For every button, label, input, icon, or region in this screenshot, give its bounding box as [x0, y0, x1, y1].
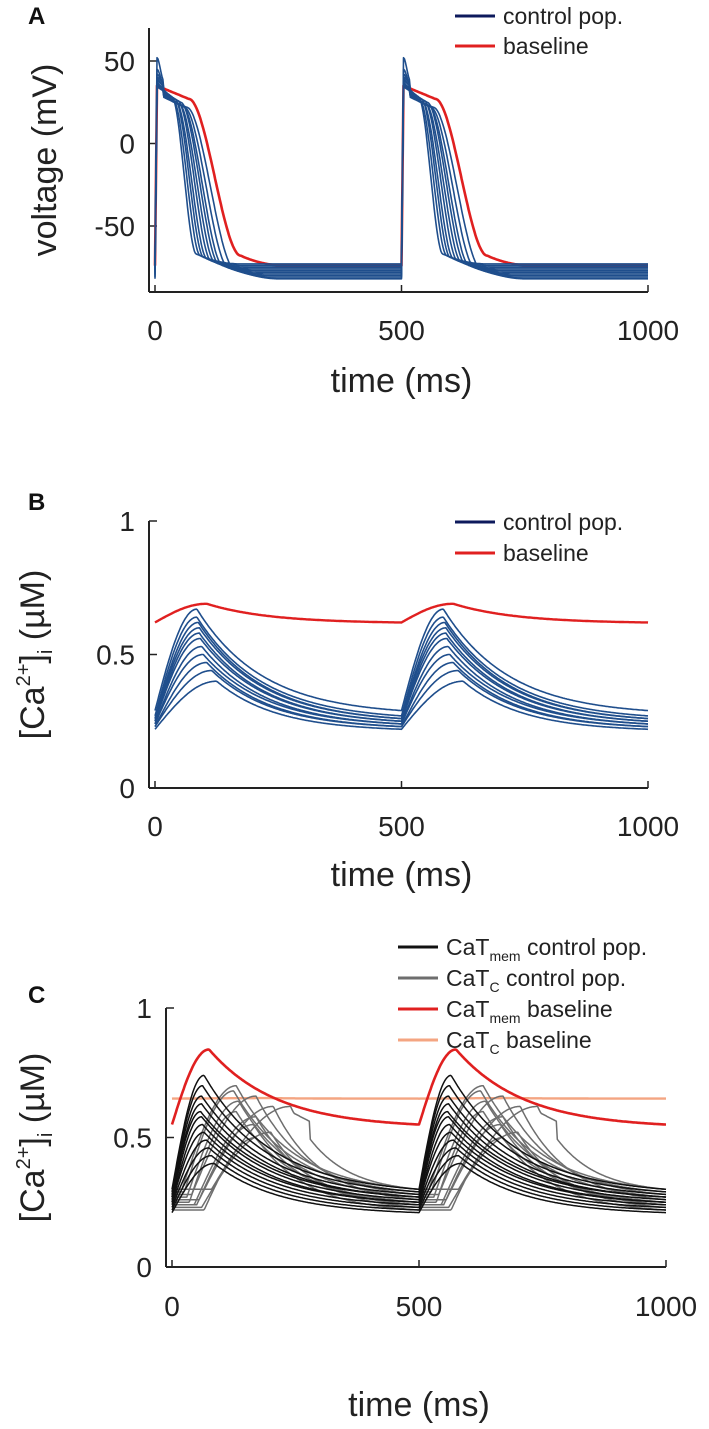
x-tick-label: 1000 [635, 1291, 697, 1322]
panel-label: B [28, 489, 45, 516]
y-axis-title: voltage (mV) [26, 64, 64, 257]
x-tick-label: 500 [378, 811, 425, 842]
y-tick-label: 0 [119, 773, 135, 804]
x-tick-label: 500 [378, 315, 425, 346]
legend-label: CaTmem control pop. [446, 934, 647, 964]
series-group [153, 56, 649, 280]
x-axis-title: time (ms) [331, 856, 473, 894]
y-tick-label: 50 [104, 46, 135, 77]
series-line-ca-control [154, 637, 648, 723]
legend-label: control pop. [503, 3, 623, 29]
panel-b: B 1 0.5 00 500 1000 time (ms) [Ca2+]i (µM) contr… [13, 489, 679, 894]
legend-label: baseline [503, 540, 589, 566]
series-line-mem-control [171, 1147, 666, 1209]
series-line-ca-control [154, 680, 649, 731]
series-group [170, 1048, 667, 1214]
y-tick-label: 1 [136, 993, 152, 1024]
series-line-ca-control [154, 627, 649, 720]
legend-label: CaTmem baseline [446, 996, 613, 1026]
x-axis-title: time (ms) [348, 1386, 490, 1424]
series-line-ca-control [154, 621, 649, 720]
series-line-ca-control [154, 608, 649, 712]
y-tick-label: 0.5 [96, 640, 135, 671]
series-line-ap-control [154, 86, 648, 280]
y-tick-label: 0 [136, 1252, 152, 1283]
panel-c: C 1 0.5 00 500 1000 time (ms) [Ca2+]i (µM) CaTme… [13, 934, 697, 1424]
series-line-mem-control [171, 1139, 666, 1206]
x-tick-label: 1000 [617, 315, 679, 346]
legend-label: baseline [503, 33, 589, 59]
panel-label: A [28, 3, 45, 30]
x-tick-label: 0 [147, 315, 163, 346]
series-line-c-baseline [171, 1096, 667, 1100]
y-axis-title: [Ca2+]i (µM) [13, 1053, 57, 1223]
x-axis-title: time (ms) [331, 362, 473, 400]
legend-label: CaTC control pop. [446, 965, 626, 995]
x-tick-label: 1000 [617, 811, 679, 842]
series-line-ca-control [154, 653, 648, 725]
y-axis-title: [Ca2+]i (µM) [13, 570, 57, 740]
series-line-mem-control [171, 1154, 666, 1211]
y-tick-label: 0 [119, 129, 135, 160]
x-tick-label: 0 [164, 1291, 180, 1322]
series-group [154, 602, 649, 731]
x-tick-label: 500 [396, 1291, 443, 1322]
series-line-ca-control [154, 669, 649, 728]
y-tick-label: -50 [95, 211, 135, 242]
y-tick-label: 0.5 [113, 1123, 152, 1154]
series-line-ca-baseline [154, 602, 649, 624]
series-line-mem-baseline [170, 1048, 667, 1126]
x-tick-label: 0 [147, 811, 163, 842]
y-tick-label: 1 [119, 506, 135, 537]
panel-label: C [28, 982, 45, 1009]
series-line-mem-control [171, 1074, 667, 1191]
series-line-mem-control [171, 1162, 666, 1214]
series-line-mem-control [171, 1131, 666, 1204]
legend-label: control pop. [503, 509, 623, 535]
legend-label: CaTC baseline [446, 1027, 592, 1057]
